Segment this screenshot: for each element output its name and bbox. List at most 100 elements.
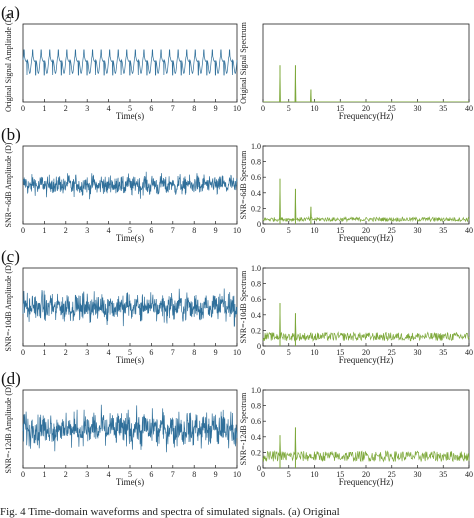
time-xlabel-a: Time(s) <box>116 111 144 121</box>
spectrum-trace-c <box>262 303 470 343</box>
spectrum-axes-frame-a <box>262 23 470 103</box>
time-xtick-label: 9 <box>214 226 218 235</box>
time-xtick-label: 9 <box>214 470 218 479</box>
spectrum-xtick-label: 10 <box>311 104 319 113</box>
spectrum-xlabel-d: Frequency(Hz) <box>339 477 393 487</box>
spectrum-xtick-label: 5 <box>287 470 291 479</box>
time-xtick-label: 0 <box>21 104 25 113</box>
time-xtick-label: 4 <box>107 226 111 235</box>
spectrum-xtick-label: 25 <box>388 226 396 235</box>
spectrum-xtick-label: 0 <box>261 226 265 235</box>
time-xtick-label: 3 <box>85 470 89 479</box>
spectrum-ytick-label: 1.0 <box>251 386 261 395</box>
time-xtick-label: 9 <box>214 348 218 357</box>
spectrum-ylabel-b: SNR=-6dB Spectrum <box>239 150 248 220</box>
time-xtick-label: 2 <box>64 104 68 113</box>
time-xtick-label: 6 <box>149 104 153 113</box>
time-xtick-label: 2 <box>64 226 68 235</box>
spectrum-xtick-label: 35 <box>439 104 447 113</box>
spectrum-ytick-label: 1.0 <box>251 264 261 273</box>
spectrum-xtick-label: 10 <box>311 348 319 357</box>
spectrum-xtick-label: 20 <box>362 226 370 235</box>
spectrum-xtick-label: 0 <box>261 470 265 479</box>
spectrum-trace-b <box>262 178 470 223</box>
time-xtick-label: 1 <box>42 470 46 479</box>
spectrum-ytick-label: 0.6 <box>251 173 261 182</box>
spectrum-ytick-label: 0.8 <box>251 158 261 167</box>
spectrum-ytick-label: 0.4 <box>251 189 261 198</box>
spectrum-xtick-label: 30 <box>414 104 422 113</box>
time-xtick-label: 5 <box>128 470 132 479</box>
spectrum-ytick-label: 0.4 <box>251 433 261 442</box>
time-xtick-label: 8 <box>192 226 196 235</box>
time-xtick-label: 5 <box>128 348 132 357</box>
spectrum-trace-d <box>262 427 470 463</box>
spectrum-ytick-label: 0.8 <box>251 280 261 289</box>
time-xtick-label: 10 <box>233 470 241 479</box>
time-xtick-label: 2 <box>64 348 68 357</box>
time-xtick-label: 5 <box>128 226 132 235</box>
spectrum-xtick-label: 5 <box>287 348 291 357</box>
spectrum-ytick-label: 0 <box>257 464 261 473</box>
time-xtick-label: 1 <box>42 226 46 235</box>
spectrum-ytick-label: 0.2 <box>251 448 261 457</box>
time-xtick-label: 0 <box>21 470 25 479</box>
time-xtick-label: 2 <box>64 470 68 479</box>
time-xtick-label: 4 <box>107 348 111 357</box>
spectrum-xtick-label: 0 <box>261 348 265 357</box>
spectrum-xtick-label: 10 <box>311 226 319 235</box>
time-ylabel-a: Original Signal Amplitude (D) <box>4 14 13 112</box>
time-xtick-label: 6 <box>149 470 153 479</box>
spectrum-xtick-label: 20 <box>362 348 370 357</box>
time-xtick-label: 6 <box>149 348 153 357</box>
time-xtick-label: 1 <box>42 348 46 357</box>
time-xtick-label: 8 <box>192 104 196 113</box>
spectrum-xtick-label: 25 <box>388 104 396 113</box>
time-ylabel-c: SNR=-10dB Amplitude (D) <box>4 262 13 351</box>
time-xtick-label: 1 <box>42 104 46 113</box>
spectrum-xtick-label: 35 <box>439 470 447 479</box>
spectrum-xtick-label: 15 <box>336 104 344 113</box>
time-xtick-label: 10 <box>233 226 241 235</box>
time-xtick-label: 8 <box>192 348 196 357</box>
time-xtick-label: 0 <box>21 348 25 357</box>
panel-label-d: (d) <box>1 369 21 388</box>
time-xtick-label: 0 <box>21 226 25 235</box>
spectrum-ylabel-d: SNR=-12dB Spectrum <box>239 392 248 466</box>
time-xlabel-d: Time(s) <box>116 477 144 487</box>
panel-label-a: (a) <box>1 3 20 22</box>
spectrum-ytick-label: 0 <box>257 342 261 351</box>
time-xtick-label: 3 <box>85 104 89 113</box>
spectrum-ytick-label: 0.4 <box>251 311 261 320</box>
spectrum-ylabel-a: Original Signal Spectrum <box>239 21 248 104</box>
spectrum-xtick-label: 15 <box>336 226 344 235</box>
spectrum-xtick-label: 5 <box>287 226 291 235</box>
time-xlabel-c: Time(s) <box>116 355 144 365</box>
time-xtick-label: 7 <box>171 104 175 113</box>
spectrum-xtick-label: 20 <box>362 470 370 479</box>
spectrum-xtick-label: 15 <box>336 348 344 357</box>
time-waveform-a <box>22 49 238 76</box>
time-xtick-label: 10 <box>233 104 241 113</box>
time-xlabel-b: Time(s) <box>116 233 144 243</box>
spectrum-xtick-label: 40 <box>465 348 473 357</box>
time-xtick-label: 5 <box>128 104 132 113</box>
time-ylabel-b: SNR=-6dB Amplitude (D) <box>4 142 13 227</box>
spectrum-xlabel-a: Frequency(Hz) <box>339 111 393 121</box>
spectrum-xtick-label: 20 <box>362 104 370 113</box>
panel-label-c: (c) <box>1 247 20 266</box>
spectrum-xtick-label: 40 <box>465 470 473 479</box>
spectrum-ytick-label: 0.6 <box>251 417 261 426</box>
figure-caption: Fig. 4 Time-domain waveforms and spectra… <box>0 506 340 518</box>
time-xtick-label: 3 <box>85 348 89 357</box>
spectrum-ytick-label: 0.2 <box>251 326 261 335</box>
spectrum-ylabel-c: SNR=-10dB Spectrum <box>239 270 248 344</box>
spectrum-xtick-label: 30 <box>414 226 422 235</box>
spectrum-xtick-label: 35 <box>439 226 447 235</box>
panel-label-b: (b) <box>1 125 21 144</box>
spectrum-xtick-label: 25 <box>388 470 396 479</box>
time-waveform-c <box>22 288 238 327</box>
time-ylabel-d: SNR=-12dB Amplitude (D) <box>4 384 13 473</box>
spectrum-xtick-label: 40 <box>465 104 473 113</box>
